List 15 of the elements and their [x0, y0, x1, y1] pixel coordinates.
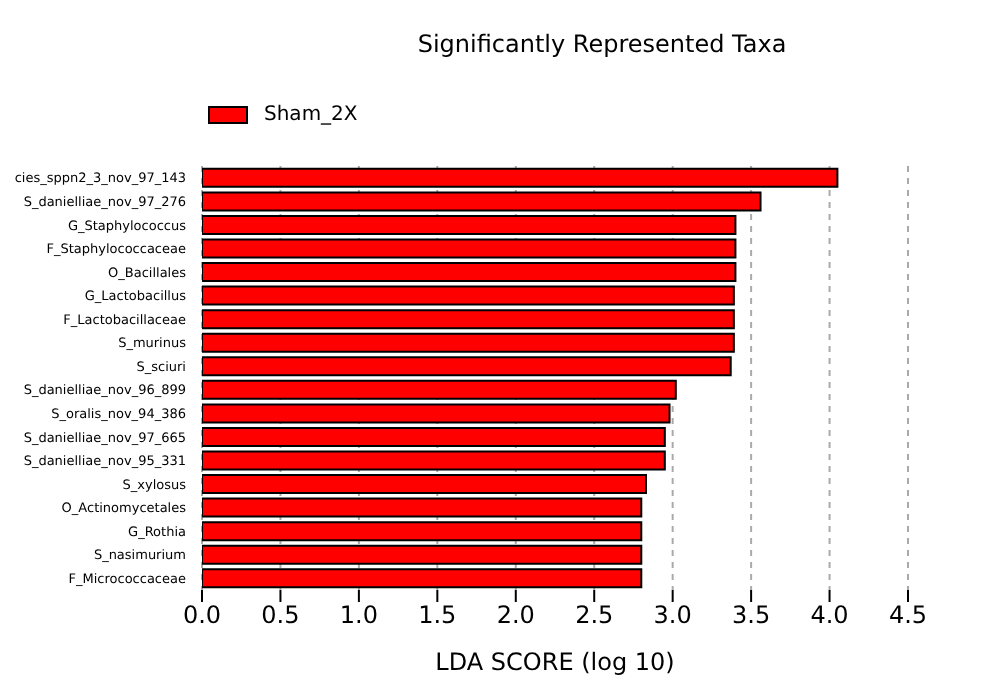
- x-tick-label: 0.5: [261, 601, 300, 630]
- legend-label: Sham_2X: [264, 104, 358, 126]
- x-tick-label: 3.0: [653, 601, 692, 630]
- x-tick-label: 3.5: [732, 601, 771, 630]
- x-tick-label: 4.5: [888, 601, 928, 630]
- x-tick-label: 1.0: [339, 601, 378, 630]
- bar: [202, 474, 647, 495]
- bar: [202, 262, 737, 283]
- x-axis-title: LDA SCORE (log 10): [435, 648, 675, 676]
- chart-title: Significantly Represented Taxa: [415, 30, 789, 58]
- x-tick-label: 2.5: [575, 601, 614, 630]
- x-tick-label: 2.0: [496, 601, 535, 630]
- x-tick-label: 0.0: [182, 601, 222, 630]
- x-tick-label: 4.0: [810, 601, 849, 630]
- x-tick-label: 1.5: [418, 601, 457, 630]
